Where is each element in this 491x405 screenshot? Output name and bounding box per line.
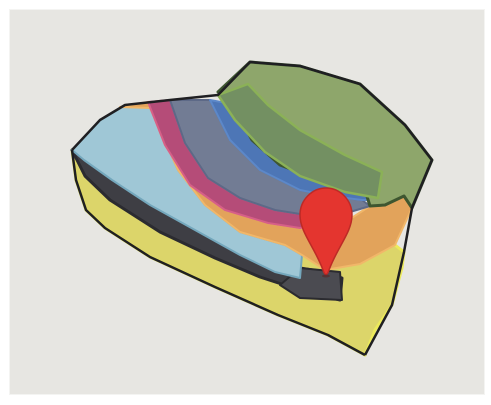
- map-outline: [71, 60, 434, 356]
- inner-olive-zone[interactable]: [216, 82, 384, 200]
- map-outline-left: [70, 149, 366, 357]
- map-pin-icon[interactable]: [299, 187, 353, 278]
